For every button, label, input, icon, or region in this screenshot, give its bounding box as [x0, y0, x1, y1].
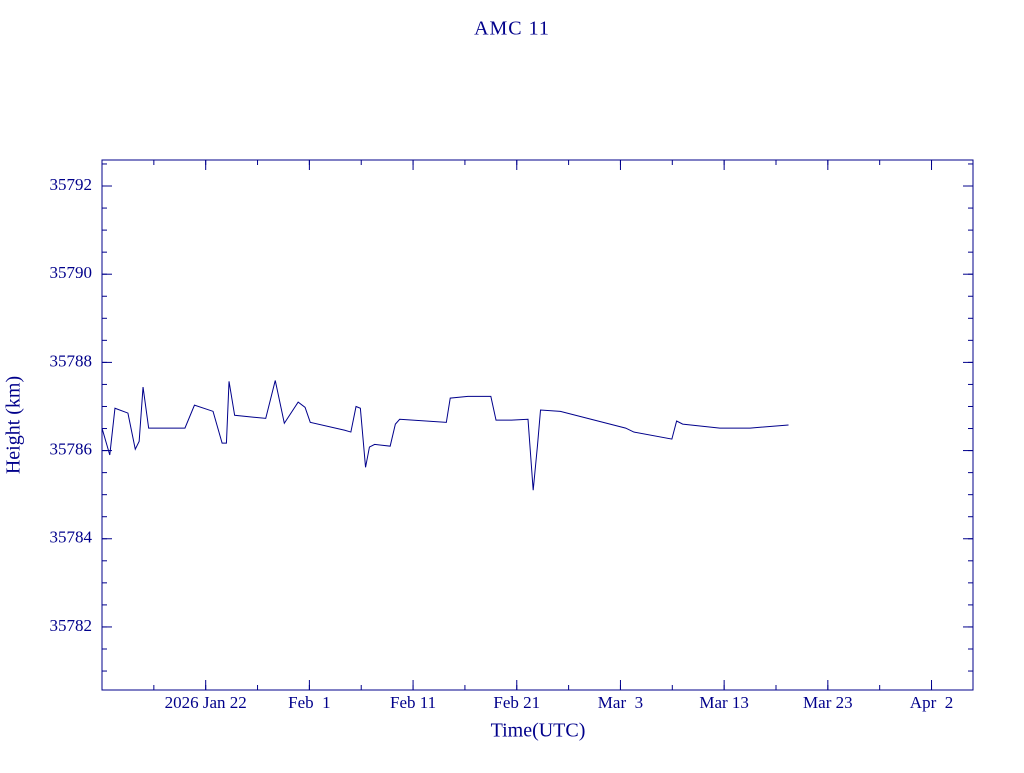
- chart-title: AMC 11: [474, 18, 550, 40]
- x-tick-label: Mar 13: [699, 693, 749, 712]
- y-tick-label: 35786: [50, 439, 93, 458]
- y-axis-label: Height (km): [3, 376, 25, 474]
- y-tick-label: 35784: [50, 528, 93, 547]
- x-tick-label: Feb 21: [493, 693, 540, 712]
- x-tick-label: Feb 1: [288, 693, 331, 712]
- y-tick-label: 35788: [50, 351, 93, 370]
- y-tick-label: 35792: [50, 175, 93, 194]
- x-tick-label: Feb 11: [390, 693, 436, 712]
- y-tick-label: 35782: [50, 616, 93, 635]
- y-tick-label: 35790: [50, 263, 93, 282]
- plot-frame: [101, 159, 974, 691]
- data-line: [101, 380, 789, 491]
- x-axis-label: Time(UTC): [491, 720, 586, 742]
- x-tick-label: 2026 Jan 22: [165, 693, 247, 712]
- x-tick-label: Mar 23: [803, 693, 853, 712]
- x-tick-label: Apr 2: [910, 693, 953, 712]
- x-tick-label: Mar 3: [598, 693, 643, 712]
